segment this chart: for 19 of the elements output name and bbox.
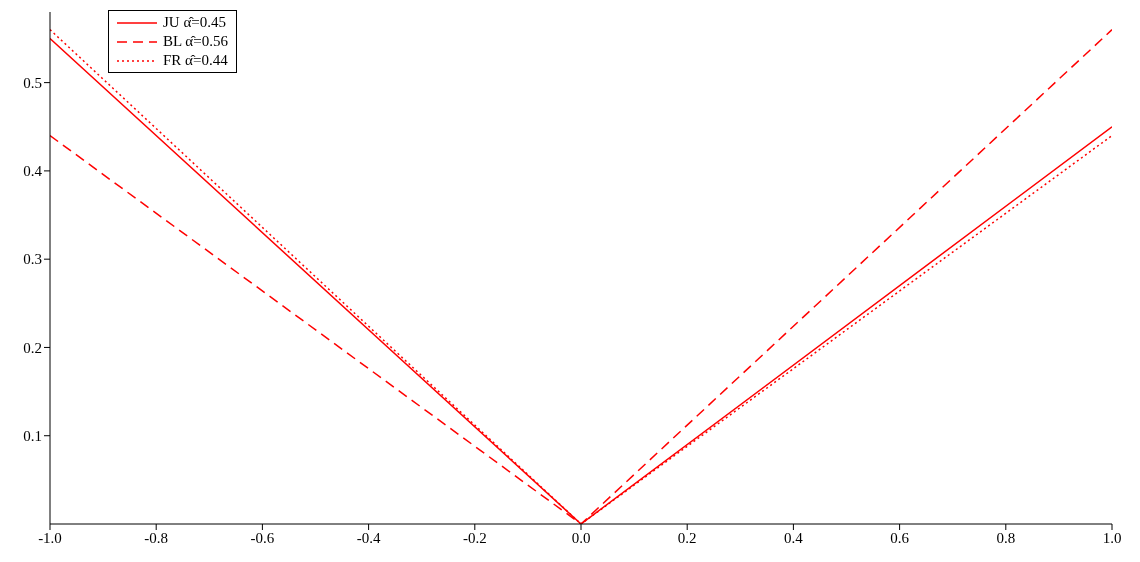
x-tick-label: 0.6: [890, 529, 910, 546]
legend-label: FR α̂=0.44: [163, 51, 228, 70]
x-tick-label: -1.0: [38, 529, 62, 546]
y-tick-label: 0.3: [23, 251, 42, 268]
x-tick-label: -0.8: [144, 529, 169, 546]
y-tick-label: 0.4: [23, 163, 43, 180]
y-tick-label: 0.1: [23, 428, 42, 445]
x-tick-label: 0.4: [784, 529, 804, 546]
x-tick-label: -0.4: [356, 529, 381, 546]
x-tick-label: -0.6: [250, 529, 275, 546]
x-tick-label: 0.0: [571, 529, 591, 546]
legend-label: BL α̂=0.56: [163, 32, 228, 51]
x-tick-label: -0.2: [462, 529, 487, 546]
x-tick-label: 0.8: [996, 529, 1016, 546]
legend-label: JU α̂=0.45: [163, 13, 226, 32]
x-tick-label: 0.2: [677, 529, 697, 546]
x-tick-label: 1.0: [1102, 529, 1122, 546]
y-tick-label: 0.2: [23, 339, 42, 356]
y-tick-label: 0.5: [23, 74, 42, 91]
